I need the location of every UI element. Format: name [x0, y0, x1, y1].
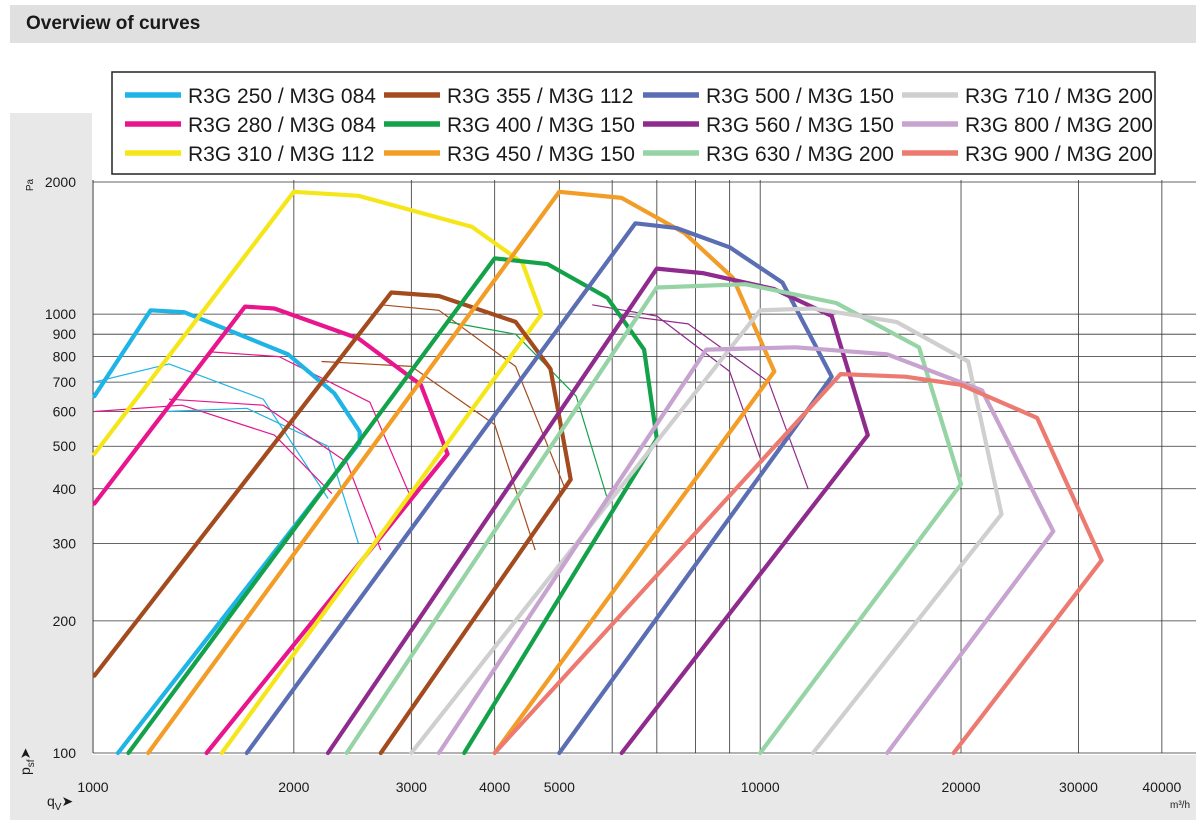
thin-curve [94, 363, 329, 499]
legend-label: R3G 500 / M3G 150 [706, 85, 894, 108]
legend-label: R3G 280 / M3G 084 [188, 114, 376, 137]
x-tick-label: 20000 [942, 779, 981, 795]
legend-label: R3G 800 / M3G 200 [965, 114, 1153, 137]
x-tick-label: 30000 [1059, 779, 1098, 795]
series-line [92, 189, 544, 756]
y-unit-label: Pa [25, 178, 36, 191]
x-tick-label: 10000 [741, 779, 780, 795]
x-tick-label: 40000 [1142, 779, 1181, 795]
y-tick-label: 400 [53, 481, 77, 497]
legend-label: R3G 900 / M3G 200 [965, 143, 1153, 166]
legend-label: R3G 310 / M3G 112 [188, 143, 374, 166]
thin-curve [321, 360, 536, 551]
y-tick-label: 1000 [45, 306, 76, 322]
legend-label: R3G 710 / M3G 200 [965, 85, 1153, 108]
y-axis-name-text: psf➤ [17, 747, 37, 775]
series-line [436, 345, 1056, 756]
y-tick-label: 900 [53, 326, 77, 342]
series-line [409, 306, 1004, 756]
x-tick-label: 2000 [278, 779, 309, 795]
legend-box [111, 71, 1156, 175]
series-line [244, 221, 834, 756]
y-tick-label: 2000 [45, 174, 76, 190]
legend-label: R3G 400 / M3G 150 [447, 114, 635, 137]
legend-label: R3G 560 / M3G 150 [706, 114, 894, 137]
legend-label: R3G 355 / M3G 112 [447, 85, 633, 108]
legend-label: R3G 450 / M3G 150 [447, 143, 635, 166]
legend-label: R3G 250 / M3G 084 [188, 85, 376, 108]
y-tick-label: 800 [53, 349, 77, 365]
y-axis-band [10, 113, 92, 820]
x-unit-label: m³/h [1170, 800, 1190, 811]
y-tick-label: 600 [53, 403, 77, 419]
plot-area [93, 180, 1196, 753]
x-tick-label: 1000 [77, 779, 108, 795]
x-axis-band [10, 755, 1196, 820]
x-axis-name: qV➤ [47, 793, 73, 813]
series-line [344, 282, 964, 756]
x-tick-label: 5000 [544, 779, 575, 795]
series-line [492, 372, 1104, 756]
thin-curve [94, 404, 333, 495]
legend-label: R3G 630 / M3G 200 [706, 143, 894, 166]
thin-curve [380, 304, 566, 490]
x-tick-label: 4000 [479, 779, 510, 795]
series-line [92, 304, 450, 756]
y-tick-label: 100 [53, 745, 77, 761]
y-tick-label: 200 [53, 613, 77, 629]
y-axis-name: psf➤ [17, 747, 37, 775]
x-tick-label: 3000 [396, 779, 427, 795]
y-tick-label: 300 [53, 536, 77, 552]
y-tick-label: 700 [53, 374, 77, 390]
thin-curve [168, 398, 382, 551]
y-tick-label: 500 [53, 438, 77, 454]
series-line [92, 290, 573, 756]
page-title: Overview of curves [26, 13, 201, 34]
header-bar: Overview of curves [10, 5, 1196, 43]
